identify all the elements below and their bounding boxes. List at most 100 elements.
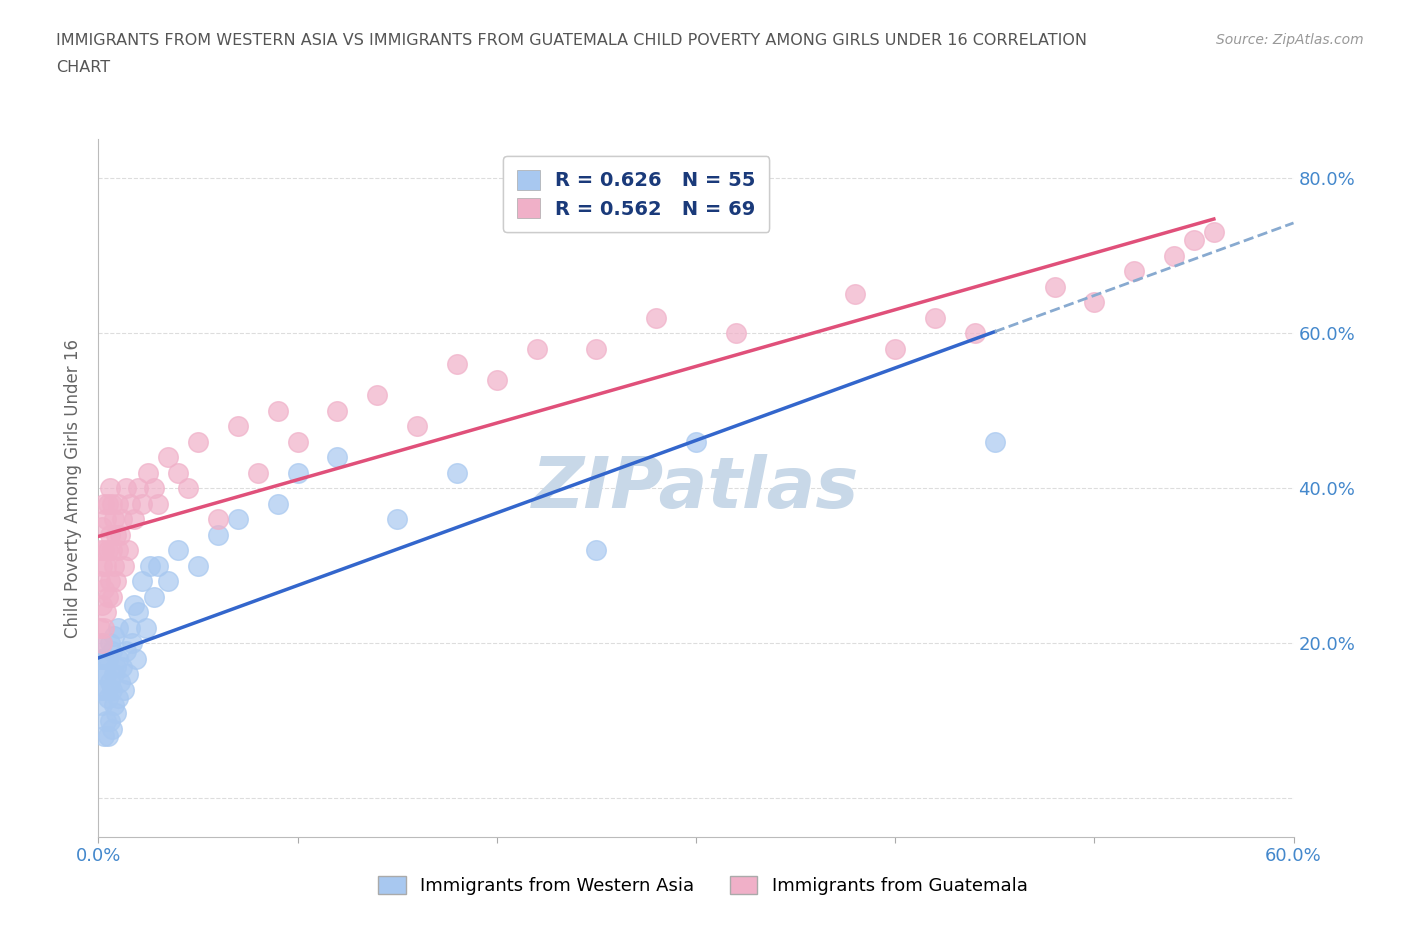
Point: [131, 574, 153, 589]
Point: [645, 311, 668, 325]
Point: [89, 651, 111, 666]
Point: [107, 497, 129, 512]
Point: [97, 729, 120, 744]
Point: [91, 698, 114, 712]
Point: [135, 620, 157, 635]
Point: [89, 574, 111, 589]
Text: ZIPatlas: ZIPatlas: [533, 454, 859, 523]
Point: [226, 418, 249, 433]
Point: [143, 481, 166, 496]
Point: [963, 326, 986, 340]
Point: [112, 558, 135, 573]
Legend: R = 0.626   N = 55, R = 0.562   N = 69: R = 0.626 N = 55, R = 0.562 N = 69: [503, 156, 769, 232]
Point: [107, 651, 129, 666]
Point: [97, 651, 120, 666]
Point: [984, 434, 1007, 449]
Point: [127, 604, 149, 619]
Point: [91, 520, 114, 535]
Point: [1123, 264, 1146, 279]
Point: [97, 590, 120, 604]
Point: [406, 418, 429, 433]
Point: [1083, 295, 1105, 310]
Point: [89, 620, 111, 635]
Point: [101, 497, 124, 512]
Point: [125, 651, 148, 666]
Point: [131, 497, 153, 512]
Point: [110, 674, 132, 689]
Point: [724, 326, 747, 340]
Point: [167, 543, 190, 558]
Point: [117, 667, 139, 682]
Text: IMMIGRANTS FROM WESTERN ASIA VS IMMIGRANTS FROM GUATEMALA CHILD POVERTY AMONG GI: IMMIGRANTS FROM WESTERN ASIA VS IMMIGRAN…: [56, 33, 1087, 47]
Text: Source: ZipAtlas.com: Source: ZipAtlas.com: [1216, 33, 1364, 46]
Point: [89, 683, 111, 698]
Point: [101, 683, 124, 698]
Point: [485, 372, 508, 387]
Point: [107, 690, 129, 705]
Point: [96, 512, 118, 526]
Point: [100, 713, 122, 728]
Point: [924, 311, 946, 325]
Point: [117, 543, 139, 558]
Point: [115, 481, 138, 496]
Point: [101, 543, 124, 558]
Point: [97, 690, 120, 705]
Point: [103, 628, 125, 643]
Point: [100, 674, 122, 689]
Point: [884, 341, 907, 356]
Point: [1182, 232, 1205, 247]
Point: [267, 497, 290, 512]
Point: [93, 683, 115, 698]
Point: [96, 667, 118, 682]
Point: [446, 357, 468, 372]
Point: [107, 543, 129, 558]
Point: [107, 620, 129, 635]
Point: [157, 574, 180, 589]
Point: [207, 527, 229, 542]
Point: [97, 497, 120, 512]
Point: [101, 590, 124, 604]
Point: [844, 287, 866, 302]
Text: CHART: CHART: [56, 60, 110, 75]
Point: [100, 481, 122, 496]
Point: [177, 481, 200, 496]
Point: [287, 465, 309, 480]
Point: [526, 341, 548, 356]
Point: [96, 558, 118, 573]
Point: [1163, 248, 1185, 263]
Point: [148, 497, 170, 512]
Point: [685, 434, 707, 449]
Point: [585, 341, 607, 356]
Point: [103, 558, 125, 573]
Point: [101, 644, 124, 658]
Point: [101, 721, 124, 736]
Point: [267, 404, 290, 418]
Point: [585, 543, 607, 558]
Point: [111, 512, 134, 526]
Point: [91, 636, 114, 651]
Point: [120, 620, 142, 635]
Point: [287, 434, 309, 449]
Point: [143, 590, 166, 604]
Point: [127, 481, 149, 496]
Legend: Immigrants from Western Asia, Immigrants from Guatemala: Immigrants from Western Asia, Immigrants…: [371, 869, 1035, 902]
Point: [112, 683, 135, 698]
Point: [148, 558, 170, 573]
Point: [120, 497, 142, 512]
Point: [100, 574, 122, 589]
Point: [139, 558, 162, 573]
Point: [121, 636, 143, 651]
Point: [326, 404, 349, 418]
Point: [385, 512, 409, 526]
Point: [167, 465, 190, 480]
Point: [446, 465, 468, 480]
Point: [97, 543, 120, 558]
Point: [157, 450, 180, 465]
Point: [100, 527, 122, 542]
Y-axis label: Child Poverty Among Girls Under 16: Child Poverty Among Girls Under 16: [65, 339, 83, 638]
Point: [1202, 225, 1225, 240]
Point: [1043, 279, 1066, 294]
Point: [91, 667, 114, 682]
Point: [207, 512, 229, 526]
Point: [226, 512, 249, 526]
